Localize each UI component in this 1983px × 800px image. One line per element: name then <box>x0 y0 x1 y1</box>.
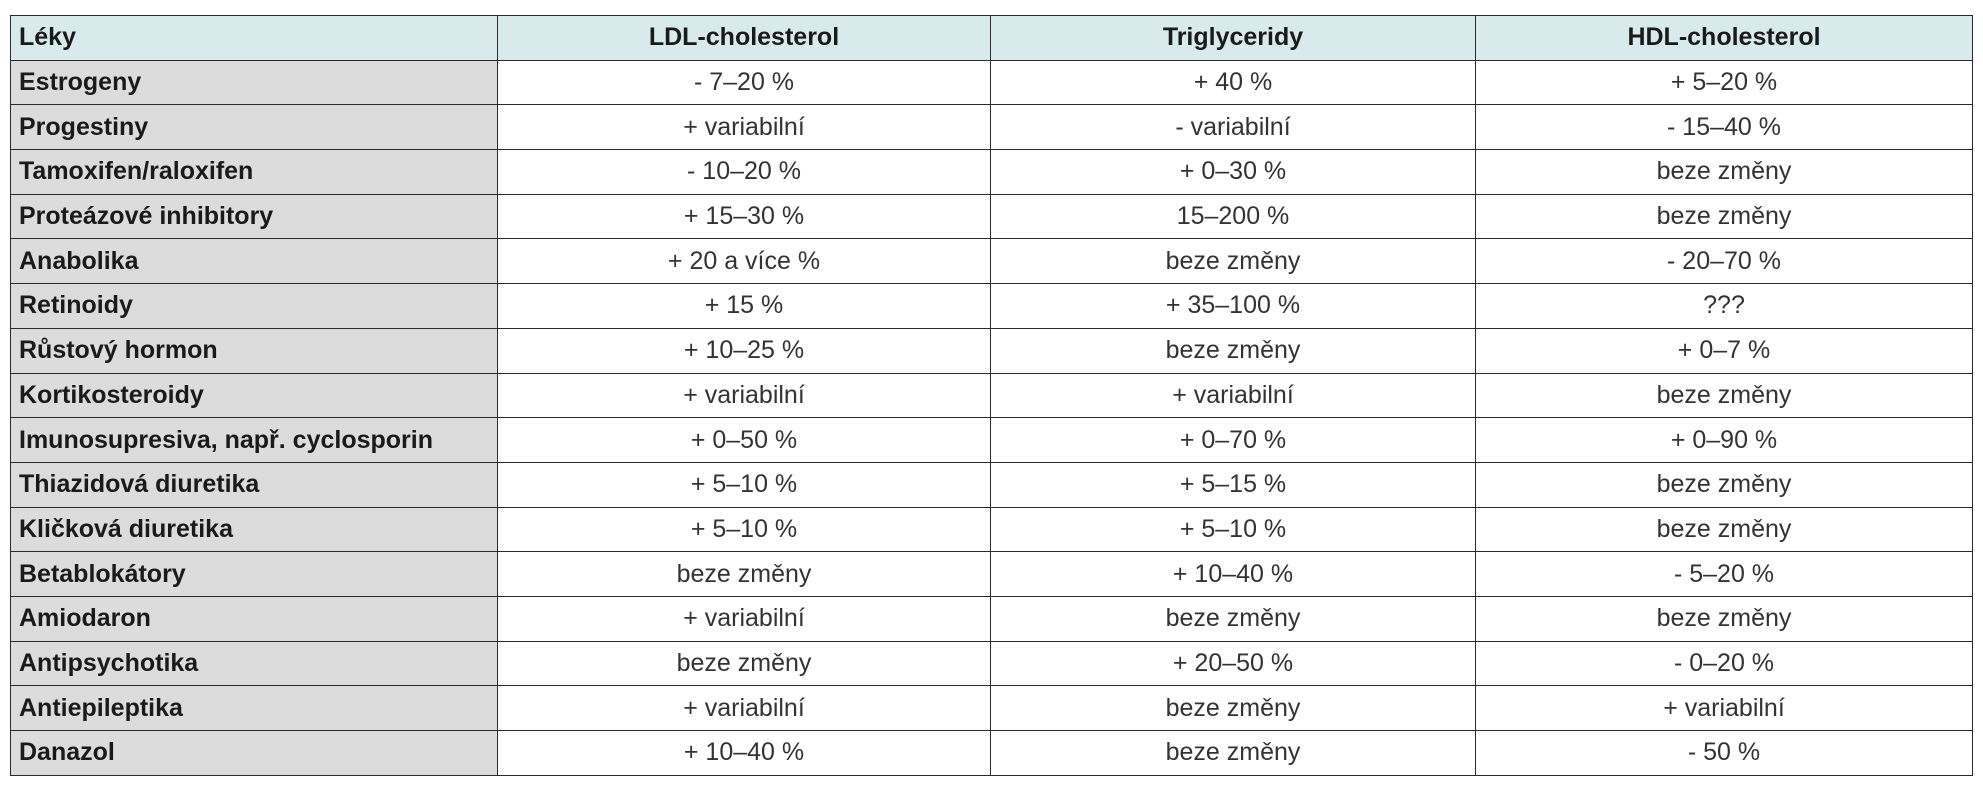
table-row: Kličková diuretika + 5–10 % + 5–10 % beze z… <box>10 506 1973 553</box>
hdl-cell: - 0–20 % <box>1475 640 1973 687</box>
table-row: Antipsychotika beze změny + 20–50 % - 0–20 … <box>10 640 1973 687</box>
hdl-cell: - 50 % <box>1475 730 1973 776</box>
table-row: Estrogeny - 7–20 % + 40 % + 5–20 % <box>10 59 1973 106</box>
triglycerides-cell: beze změny <box>990 327 1476 374</box>
header-triglycerides: Triglyceridy <box>990 15 1476 61</box>
drug-name-cell: Kličková diuretika <box>10 506 498 553</box>
ldl-cell: + variabilní <box>497 372 991 419</box>
ldl-cell: + 15–30 % <box>497 193 991 240</box>
drug-name-cell: Progestiny <box>10 104 498 151</box>
table-row: Retinoidy + 15 % + 35–100 %??? <box>10 283 1973 329</box>
drug-name-cell: Antipsychotika <box>10 640 498 687</box>
ldl-cell: + variabilní <box>497 104 991 151</box>
ldl-cell: + 5–10 % <box>497 461 991 508</box>
table-row: Tamoxifen/raloxifen - 10–20 % + 0–30 % beze… <box>10 149 1973 195</box>
header-ldl: LDL-cholesterol <box>497 15 991 61</box>
table-row: Amiodaron + variabilní beze změny beze změn… <box>10 595 1973 642</box>
hdl-cell: beze změny <box>1475 372 1973 419</box>
ldl-cell: + 20 a více % <box>497 238 991 285</box>
table-row: Betablokátory beze změny + 10–40 % - 5–20 % <box>10 551 1973 597</box>
hdl-cell: + 0–7 % <box>1475 327 1973 374</box>
drug-name-cell: Estrogeny <box>10 59 498 106</box>
hdl-cell: - 5–20 % <box>1475 551 1973 597</box>
table-body: Estrogeny - 7–20 % + 40 % + 5–20 % Progestin… <box>10 59 1973 776</box>
table-row: Progestiny + variabilní - variabilní - 15–4… <box>10 104 1973 151</box>
hdl-cell: beze změny <box>1475 461 1973 508</box>
triglycerides-cell: + 10–40 % <box>990 551 1476 597</box>
triglycerides-cell: + 35–100 % <box>990 283 1476 329</box>
drug-name-cell: Proteázové inhibitory <box>10 193 498 240</box>
hdl-cell: ??? <box>1475 283 1973 329</box>
hdl-cell: + 0–90 % <box>1475 417 1973 463</box>
ldl-cell: + variabilní <box>497 685 991 731</box>
drug-name-cell: Retinoidy <box>10 283 498 329</box>
hdl-cell: + variabilní <box>1475 685 1973 731</box>
table-row: Thiazidová diuretika + 5–10 % + 5–15 % beze… <box>10 461 1973 508</box>
ldl-cell: + 10–25 % <box>497 327 991 374</box>
ldl-cell: + 10–40 % <box>497 730 991 776</box>
drug-name-cell: Tamoxifen/raloxifen <box>10 149 498 195</box>
ldl-cell: + 0–50 % <box>497 417 991 463</box>
hdl-cell: beze změny <box>1475 193 1973 240</box>
drug-name-cell: Růstový hormon <box>10 327 498 374</box>
drug-name-cell: Imunosupresiva, např. cyclosporin <box>10 417 498 463</box>
ldl-cell: + 15 % <box>497 283 991 329</box>
cropped-caption-strip <box>0 0 1983 8</box>
triglycerides-cell: + variabilní <box>990 372 1476 419</box>
table-header: Léky LDL-cholesterol Triglyceridy HDL-ch… <box>10 15 1973 61</box>
triglycerides-cell: + 40 % <box>990 59 1476 106</box>
triglycerides-cell: + 5–10 % <box>990 506 1476 553</box>
table-row: Růstový hormon + 10–25 % beze změny + 0–7 % <box>10 327 1973 374</box>
drug-name-cell: Anabolika <box>10 238 498 285</box>
drug-name-cell: Danazol <box>10 730 498 776</box>
drug-name-cell: Kortikosteroidy <box>10 372 498 419</box>
header-drugs: Léky <box>10 15 498 61</box>
hdl-cell: - 20–70 % <box>1475 238 1973 285</box>
drug-lipid-effects-table: Léky LDL-cholesterol Triglyceridy HDL-ch… <box>10 15 1973 776</box>
table-row: Proteázové inhibitory + 15–30 % 15–200 % be… <box>10 193 1973 240</box>
triglycerides-cell: beze změny <box>990 730 1476 776</box>
drug-name-cell: Antiepileptika <box>10 685 498 731</box>
header-hdl: HDL-cholesterol <box>1475 15 1973 61</box>
drug-lipid-effects-table-container: Léky LDL-cholesterol Triglyceridy HDL-ch… <box>10 15 1973 776</box>
drug-name-cell: Betablokátory <box>10 551 498 597</box>
ldl-cell: - 7–20 % <box>497 59 991 106</box>
hdl-cell: - 15–40 % <box>1475 104 1973 151</box>
triglycerides-cell: + 20–50 % <box>990 640 1476 687</box>
triglycerides-cell: - variabilní <box>990 104 1476 151</box>
hdl-cell: beze změny <box>1475 149 1973 195</box>
triglycerides-cell: 15–200 % <box>990 193 1476 240</box>
ldl-cell: beze změny <box>497 551 991 597</box>
header-row: Léky LDL-cholesterol Triglyceridy HDL-ch… <box>10 15 1973 61</box>
hdl-cell: + 5–20 % <box>1475 59 1973 106</box>
triglycerides-cell: beze změny <box>990 595 1476 642</box>
hdl-cell: beze změny <box>1475 506 1973 553</box>
table-row: Danazol + 10–40 % beze změny - 50 % <box>10 730 1973 776</box>
ldl-cell: beze změny <box>497 640 991 687</box>
table-row: Antiepileptika + variabilní beze změny + va… <box>10 685 1973 731</box>
drug-name-cell: Thiazidová diuretika <box>10 461 498 508</box>
drug-name-cell: Amiodaron <box>10 595 498 642</box>
ldl-cell: + 5–10 % <box>497 506 991 553</box>
triglycerides-cell: + 0–30 % <box>990 149 1476 195</box>
ldl-cell: - 10–20 % <box>497 149 991 195</box>
table-row: Kortikosteroidy + variabilní + variabilní b… <box>10 372 1973 419</box>
triglycerides-cell: + 5–15 % <box>990 461 1476 508</box>
ldl-cell: + variabilní <box>497 595 991 642</box>
table-row: Imunosupresiva, např. cyclosporin + 0–50 … <box>10 417 1973 463</box>
triglycerides-cell: beze změny <box>990 238 1476 285</box>
triglycerides-cell: beze změny <box>990 685 1476 731</box>
triglycerides-cell: + 0–70 % <box>990 417 1476 463</box>
table-row: Anabolika + 20 a více % beze změny - 20–70 … <box>10 238 1973 285</box>
hdl-cell: beze změny <box>1475 595 1973 642</box>
